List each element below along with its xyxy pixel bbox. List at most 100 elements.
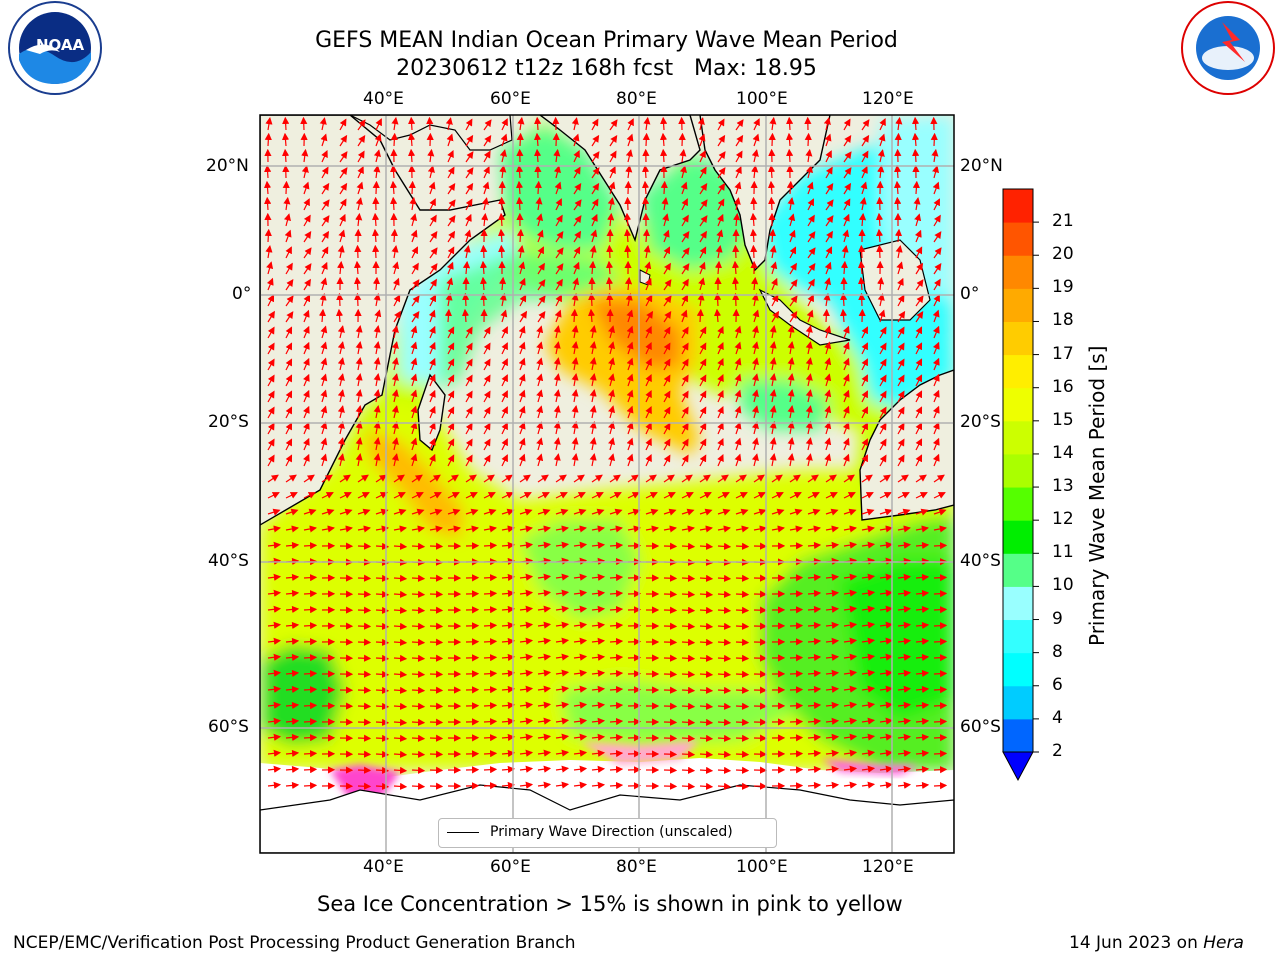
wave-direction-arrow: [608, 405, 616, 419]
wave-direction-arrow: [354, 292, 362, 307]
wave-direction-arrow: [861, 342, 868, 355]
wave-direction-arrow: [699, 230, 707, 243]
wave-direction-arrow: [735, 750, 750, 758]
wave-direction-arrow: [429, 214, 437, 227]
wave-direction-arrow: [303, 574, 318, 582]
wave-direction-arrow: [483, 734, 498, 742]
wave-direction-arrow: [824, 373, 832, 387]
wave-direction-arrow: [879, 474, 891, 483]
wave-direction-arrow: [681, 214, 689, 227]
wave-direction-arrow: [717, 134, 726, 147]
wave-direction-arrow: [717, 151, 726, 163]
wave-direction-arrow: [807, 294, 814, 307]
map-field: [260, 115, 954, 853]
wave-direction-arrow: [553, 453, 561, 467]
wave-direction-arrow: [429, 654, 444, 662]
wave-direction-arrow: [824, 341, 832, 355]
wave-direction-arrow: [623, 228, 632, 243]
wave-direction-arrow: [717, 574, 732, 582]
wave-direction-arrow: [410, 421, 418, 435]
wave-direction-arrow: [591, 213, 598, 227]
wave-direction-arrow: [663, 326, 671, 339]
wave-direction-arrow: [609, 150, 617, 163]
wave-direction-arrow: [303, 686, 318, 694]
wave-direction-arrow: [717, 118, 725, 131]
wave-direction-arrow: [518, 453, 526, 467]
wave-direction-arrow: [915, 279, 924, 291]
wave-direction-arrow: [843, 182, 852, 195]
wave-direction-arrow: [897, 454, 905, 467]
wave-direction-arrow: [717, 406, 724, 419]
wave-direction-arrow: [302, 309, 310, 323]
wave-direction-arrow: [915, 422, 923, 435]
wave-direction-arrow: [897, 326, 905, 339]
wave-direction-arrow: [303, 294, 311, 307]
wave-direction-arrow: [714, 260, 723, 275]
wave-direction-arrow: [915, 358, 923, 371]
lat-tick-left: 60°S: [208, 717, 249, 737]
colorbar-segment: [1003, 520, 1033, 554]
wave-direction-arrow: [411, 590, 426, 598]
wave-direction-arrow: [807, 198, 814, 211]
colorbar-tick-label: 18: [1052, 310, 1074, 331]
wave-direction-arrow: [285, 406, 293, 419]
wave-direction-arrow: [698, 277, 706, 291]
wave-direction-arrow: [321, 182, 330, 195]
wave-direction-arrow: [608, 453, 616, 467]
wave-direction-arrow: [429, 294, 437, 307]
wave-direction-arrow: [483, 654, 498, 662]
wave-direction-arrow: [699, 326, 707, 339]
wave-direction-arrow: [735, 606, 750, 614]
wave-direction-arrow: [267, 326, 275, 339]
wave-direction-arrow: [769, 437, 777, 451]
colorbar-tick-label: 14: [1052, 442, 1074, 463]
wave-direction-arrow: [861, 326, 868, 339]
wave-direction-arrow: [787, 357, 795, 371]
wave-direction-arrow: [555, 492, 568, 499]
wave-direction-arrow: [807, 263, 816, 275]
wave-direction-arrow: [447, 358, 455, 371]
wave-direction-arrow: [681, 574, 696, 582]
wave-direction-arrow: [788, 213, 796, 227]
wave-direction-arrow: [608, 373, 616, 387]
lon-tick-top: 120°E: [862, 89, 914, 109]
wave-direction-arrow: [429, 686, 444, 694]
wave-direction-arrow: [805, 389, 813, 403]
wave-direction-arrow: [915, 390, 923, 403]
wave-direction-arrow: [805, 373, 813, 387]
wave-direction-arrow: [501, 390, 508, 403]
wave-direction-arrow: [660, 180, 668, 195]
wave-direction-arrow: [589, 437, 597, 451]
wave-direction-arrow: [734, 341, 742, 355]
wave-direction-arrow: [735, 734, 750, 742]
wave-direction-arrow: [411, 686, 426, 694]
wave-direction-arrow: [391, 357, 399, 371]
wave-direction-arrow: [877, 149, 885, 163]
wave-direction-arrow: [429, 474, 441, 483]
wave-direction-arrow: [681, 294, 688, 307]
wave-direction-arrow: [663, 390, 671, 403]
wave-direction-arrow: [303, 670, 318, 678]
wave-direction-arrow: [699, 342, 707, 355]
wave-direction-arrow: [429, 341, 436, 355]
wave-direction-arrow: [537, 295, 546, 307]
wave-direction-arrow: [303, 437, 310, 451]
wave-direction-arrow: [825, 150, 832, 163]
wave-direction-arrow: [699, 390, 707, 403]
wave-direction-arrow: [767, 180, 776, 195]
wave-direction-arrow: [373, 149, 381, 163]
wave-direction-arrow: [336, 292, 344, 307]
wave-direction-arrow: [483, 119, 492, 131]
wave-direction-arrow: [933, 734, 948, 742]
wave-direction-arrow: [897, 374, 905, 387]
wave-direction-arrow: [717, 358, 724, 371]
wave-direction-arrow: [735, 654, 750, 662]
wave-direction-arrow: [499, 293, 507, 307]
wave-direction-arrow: [804, 132, 812, 147]
wave-direction-arrow: [393, 670, 408, 678]
wave-direction-arrow: [717, 750, 732, 758]
wave-direction-arrow: [533, 148, 542, 163]
wave-direction-arrow: [411, 782, 426, 790]
wave-direction-arrow: [285, 438, 293, 451]
wave-direction-arrow: [897, 342, 905, 355]
